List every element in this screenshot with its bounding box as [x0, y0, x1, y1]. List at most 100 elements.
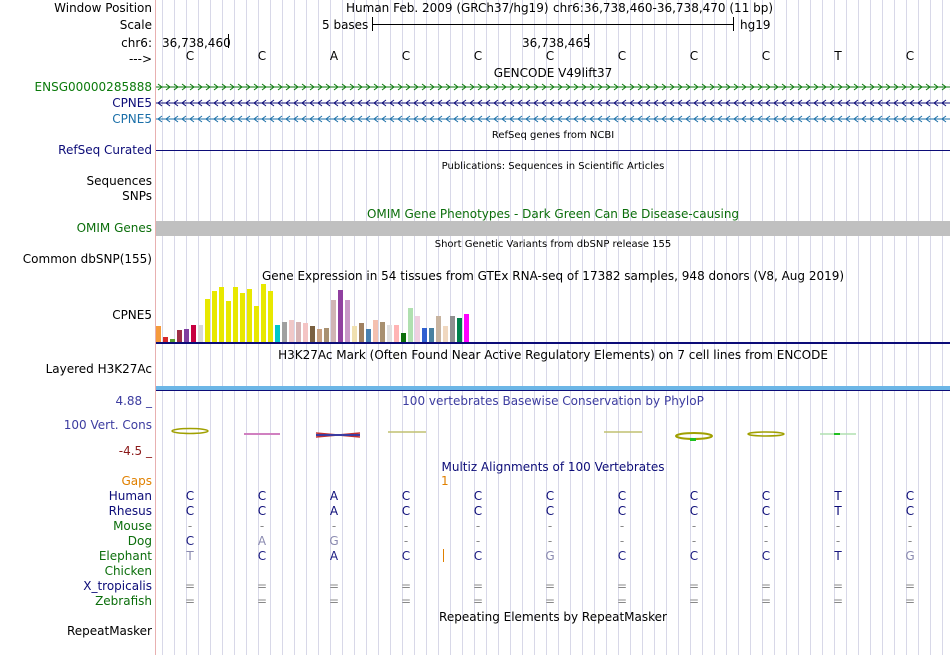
guide-line [498, 0, 499, 655]
gtex-bar[interactable] [387, 324, 392, 342]
gtex-bar[interactable] [443, 325, 448, 342]
gtex-bar[interactable] [296, 321, 301, 342]
gtex-bar[interactable] [170, 339, 175, 342]
gtex-bar[interactable] [401, 333, 406, 342]
gtex-bar[interactable] [184, 329, 189, 342]
track-label-snps[interactable]: SNPs [122, 189, 152, 203]
alignment-base: G [905, 549, 915, 563]
phylop-conservation-plot[interactable] [156, 420, 950, 444]
track-label-cpne5[interactable]: CPNE5 [112, 96, 152, 110]
gtex-bar[interactable] [436, 315, 441, 342]
gtex-bar[interactable] [352, 325, 357, 342]
track-label-h3k27ac[interactable]: Layered H3K27Ac [45, 362, 152, 376]
track-label-ensg[interactable]: ENSG00000285888 [34, 80, 152, 94]
gene-cpne5-line[interactable] [156, 98, 950, 108]
species-label-x-tropicalis[interactable]: X_tropicalis [83, 579, 152, 593]
gtex-bar[interactable] [303, 323, 308, 342]
gtex-bar[interactable] [198, 324, 203, 342]
gtex-bar[interactable] [310, 325, 315, 342]
track-image[interactable]: Human Feb. 2009 (GRCh37/hg19) chr6:36,73… [156, 0, 950, 655]
base-letter: C [185, 49, 195, 63]
gene-ensg00000285888-line[interactable] [156, 82, 950, 92]
gtex-bar[interactable] [408, 308, 413, 342]
gtex-bar[interactable] [359, 323, 364, 342]
gtex-bar[interactable] [254, 306, 259, 342]
species-label-zebrafish[interactable]: Zebrafish [95, 594, 152, 608]
alignment-base: = [400, 594, 412, 608]
gtex-bar[interactable] [429, 327, 434, 342]
base-letter: C [617, 49, 627, 63]
gene-cpne5-alt-line[interactable] [156, 114, 950, 124]
gtex-bar[interactable] [324, 327, 329, 342]
species-label-dog[interactable]: Dog [127, 534, 152, 548]
gtex-bar[interactable] [191, 324, 196, 342]
alignment-base: = [904, 579, 916, 593]
gtex-bar[interactable] [156, 325, 161, 342]
track-label-dbsnp[interactable]: Common dbSNP(155) [22, 252, 152, 266]
guide-line [942, 0, 943, 655]
gtex-bar[interactable] [345, 300, 350, 342]
alignment-base: = [760, 594, 772, 608]
gtex-bar[interactable] [275, 324, 280, 342]
track-label-cpne5-alt[interactable]: CPNE5 [112, 112, 152, 126]
gtex-bar[interactable] [226, 301, 231, 342]
gtex-bar[interactable] [289, 319, 294, 342]
gtex-bar[interactable] [450, 315, 455, 342]
gtex-bar[interactable] [415, 315, 420, 342]
gtex-bar[interactable] [380, 321, 385, 342]
gtex-bar[interactable] [373, 319, 378, 342]
track-label-omim[interactable]: OMIM Genes [76, 221, 152, 235]
gtex-bar[interactable] [338, 289, 343, 342]
species-label-elephant[interactable]: Elephant [98, 549, 152, 563]
track-label-sequences[interactable]: Sequences [86, 174, 152, 188]
gtex-bar[interactable] [282, 321, 287, 342]
gtex-bar[interactable] [177, 330, 182, 342]
gtex-bar[interactable] [233, 286, 238, 342]
alignment-base: - [331, 519, 337, 533]
gtex-bar[interactable] [205, 298, 210, 342]
gtex-bar-chart[interactable] [156, 284, 950, 342]
gtex-bar[interactable] [219, 286, 224, 342]
guide-line [798, 0, 799, 655]
gtex-bar[interactable] [247, 288, 252, 342]
track-label-gaps[interactable]: Gaps [121, 474, 152, 488]
alignment-base: C [545, 504, 555, 518]
species-label-chicken[interactable]: Chicken [104, 564, 152, 578]
guide-line [618, 0, 619, 655]
gtex-bar[interactable] [394, 324, 399, 342]
gtex-bar[interactable] [212, 290, 217, 342]
track-label-refseq[interactable]: RefSeq Curated [58, 143, 152, 157]
omim-gene-block[interactable] [156, 221, 950, 236]
guide-line [402, 0, 403, 655]
base-letter: C [905, 49, 915, 63]
species-label-mouse[interactable]: Mouse [113, 519, 152, 533]
gtex-bar[interactable] [240, 293, 245, 342]
gtex-bar[interactable] [366, 329, 371, 342]
alignment-base: - [619, 519, 625, 533]
alignment-base: C [617, 489, 627, 503]
gtex-bar[interactable] [464, 314, 469, 342]
gtex-bar[interactable] [422, 327, 427, 342]
gtex-bar[interactable] [457, 317, 462, 342]
alignment-base: = [256, 594, 268, 608]
guide-line [666, 0, 667, 655]
species-label-rhesus[interactable]: Rhesus [108, 504, 152, 518]
scale-bases: 5 bases [322, 18, 369, 32]
gtex-bar[interactable] [317, 329, 322, 342]
track-label-repeatmasker[interactable]: RepeatMasker [66, 624, 152, 638]
h3k27ac-signal[interactable] [156, 386, 950, 390]
gap-marker[interactable]: 1 [441, 474, 449, 488]
gtex-bar[interactable] [268, 290, 273, 342]
refseq-gene-line[interactable] [156, 150, 950, 151]
track-label-gtex[interactable]: CPNE5 [112, 308, 152, 322]
track-label-vert-cons[interactable]: 100 Vert. Cons [63, 418, 152, 432]
alignment-base: G [545, 549, 555, 563]
alignment-base: = [328, 579, 340, 593]
alignment-base: - [547, 519, 553, 533]
gtex-bar[interactable] [261, 284, 266, 342]
gtex-bar[interactable] [163, 337, 168, 342]
species-label-human[interactable]: Human [108, 489, 152, 503]
guide-line [162, 0, 163, 655]
gtex-bar[interactable] [331, 300, 336, 342]
